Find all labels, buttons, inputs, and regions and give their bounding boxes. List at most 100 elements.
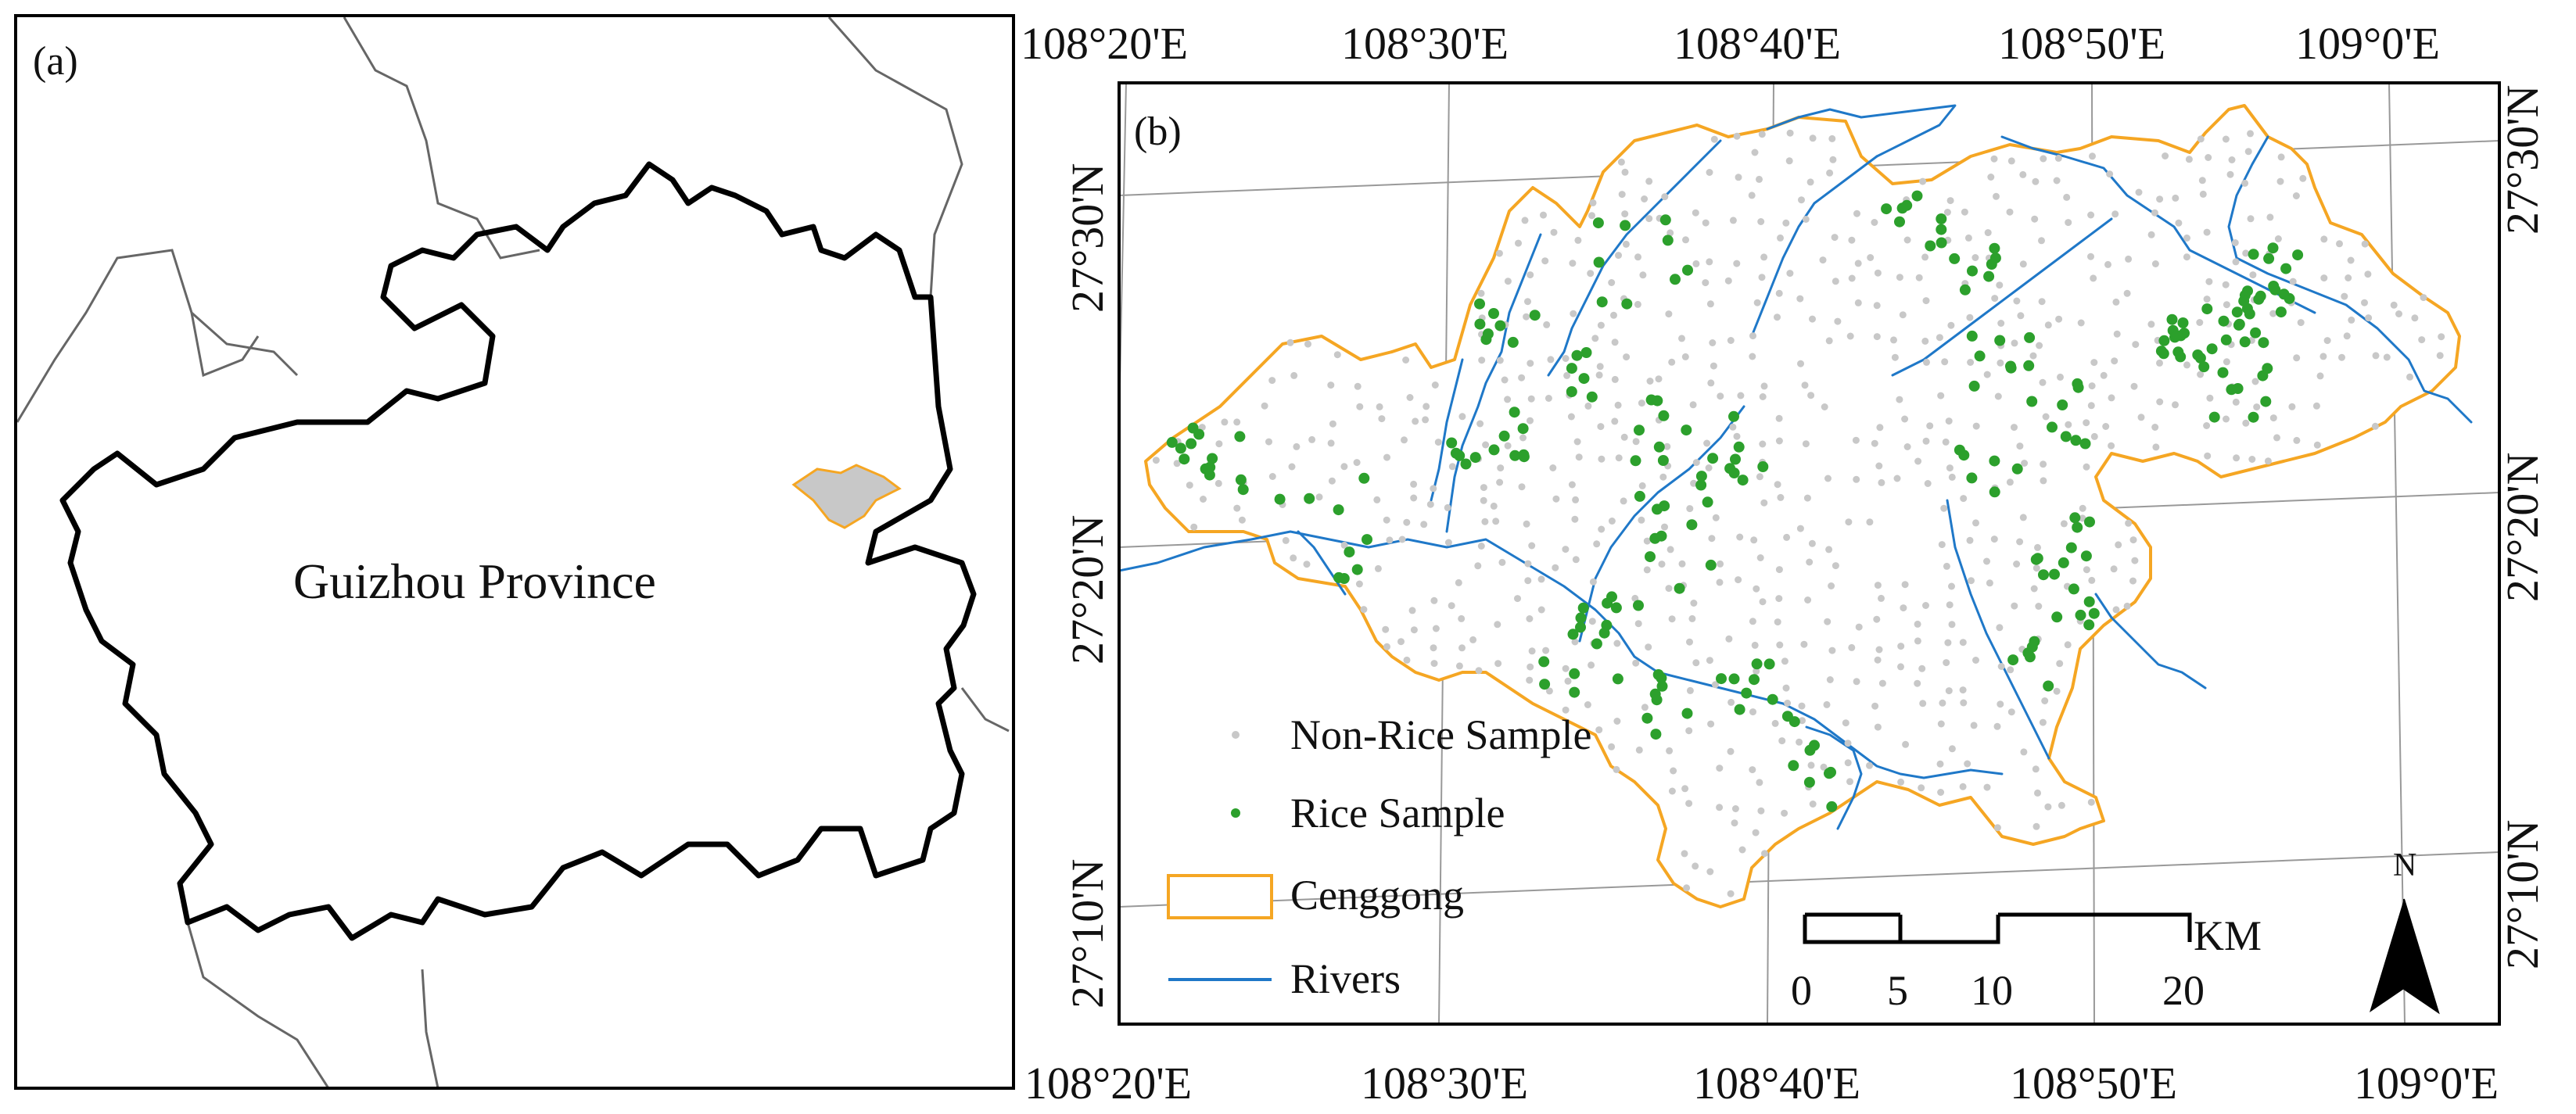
- non-rice-sample: [1803, 494, 1811, 502]
- non-rice-sample: [1834, 317, 1842, 325]
- rice-sample: [1596, 296, 1608, 308]
- non-rice-sample: [2123, 602, 2131, 610]
- non-rice-sample: [1383, 453, 1390, 461]
- non-rice-sample: [1828, 647, 1836, 654]
- non-rice-sample: [2007, 666, 2015, 674]
- non-rice-sample: [1668, 787, 1676, 795]
- non-rice-sample: [1537, 575, 1545, 583]
- non-rice-sample: [1354, 382, 1362, 390]
- non-rice-sample: [1964, 760, 1971, 768]
- non-rice-sample: [1327, 439, 1335, 447]
- rice-sample: [2232, 383, 2244, 394]
- non-rice-sample: [1828, 134, 1836, 142]
- non-rice-sample: [1733, 260, 1741, 267]
- non-rice-sample: [1353, 459, 1361, 467]
- non-rice-sample: [1643, 566, 1651, 574]
- rice-sample: [2250, 327, 2262, 338]
- rice-sample: [1566, 386, 1577, 397]
- non-rice-sample: [1587, 270, 1595, 278]
- rice-sample: [1788, 760, 1799, 772]
- non-rice-sample: [1983, 557, 1990, 565]
- non-rice-sample: [1938, 541, 1946, 549]
- non-rice-sample: [2266, 213, 2274, 221]
- rice-sample: [2231, 306, 2243, 318]
- non-rice-sample: [1617, 158, 1625, 166]
- rice-sample: [1304, 493, 1315, 504]
- rice-sample: [2088, 607, 2100, 619]
- river-north-center: [1750, 155, 1878, 338]
- rice-sample: [1826, 801, 1838, 812]
- non-rice-sample: [1373, 496, 1381, 503]
- non-rice-sample: [1854, 299, 1862, 306]
- non-rice-sample: [2038, 298, 2046, 306]
- non-rice-sample: [2087, 402, 2095, 410]
- non-rice-sample: [2090, 274, 2097, 282]
- non-rice-sample: [1785, 157, 1793, 165]
- non-rice-sample: [2297, 319, 2305, 327]
- non-rice-sample: [1736, 533, 1744, 541]
- rice-sample: [2060, 431, 2072, 442]
- non-rice-sample: [2011, 339, 2018, 347]
- rice-sample: [2280, 263, 2292, 274]
- non-rice-sample: [2040, 155, 2047, 163]
- non-rice-sample: [1233, 504, 1241, 512]
- non-rice-sample: [1665, 585, 1673, 593]
- rice-sample: [2166, 313, 2178, 325]
- non-rice-sample: [2365, 314, 2373, 322]
- non-rice-sample: [1996, 624, 2004, 632]
- non-rice-sample: [1848, 274, 1856, 282]
- non-rice-sample: [1993, 722, 2001, 730]
- non-rice-sample: [2065, 421, 2072, 428]
- non-rice-sample: [1685, 800, 1693, 808]
- rice-sample: [1741, 687, 1753, 699]
- non-rice-sample: [2253, 403, 2261, 411]
- non-rice-sample: [1543, 321, 1551, 328]
- scale-tick-10: 10: [1971, 967, 2013, 1014]
- rice-sample: [1989, 486, 2000, 498]
- non-rice-sample: [1825, 337, 1833, 345]
- non-rice-sample: [1567, 413, 1575, 421]
- non-rice-sample: [1518, 483, 1526, 491]
- non-rice-sample: [1902, 740, 1910, 748]
- rice-sample: [1274, 493, 1286, 505]
- non-rice-sample: [1926, 422, 1934, 430]
- non-rice-sample: [2204, 452, 2212, 460]
- rice-sample: [1716, 673, 1727, 685]
- rice-samples: [1166, 190, 2304, 812]
- non-rice-sample: [2151, 260, 2159, 267]
- rice-sample: [1474, 318, 1486, 330]
- non-rice-sample: [1668, 358, 1676, 366]
- non-rice-sample: [1757, 218, 1765, 225]
- rice-sample: [1602, 597, 1613, 609]
- non-rice-sample: [1426, 500, 1434, 508]
- non-rice-sample: [1901, 581, 1909, 589]
- neighbor-boundary-east: [960, 687, 1010, 733]
- non-rice-sample: [2323, 337, 2331, 345]
- non-rice-sample: [1848, 236, 1856, 244]
- non-rice-sample: [1866, 518, 1874, 526]
- non-rice-sample: [1327, 381, 1335, 389]
- non-rice-sample: [1852, 436, 1860, 444]
- non-rice-sample: [1781, 809, 1788, 817]
- non-rice-sample: [2411, 314, 2419, 322]
- non-rice-sample: [1293, 442, 1301, 450]
- non-rice-sample: [1782, 219, 1790, 227]
- non-rice-sample: [1596, 363, 1604, 371]
- non-rice-sample: [2132, 341, 2140, 349]
- non-rice-sample: [1615, 454, 1623, 462]
- non-rice-sample: [2175, 219, 2183, 227]
- non-rice-sample: [1494, 660, 1502, 668]
- non-rice-sample: [1562, 706, 1570, 714]
- non-rice-sample: [2203, 296, 2211, 303]
- non-rice-sample: [2087, 798, 2095, 806]
- non-rice-sample: [1876, 424, 1884, 432]
- non-rice-sample: [2197, 371, 2205, 378]
- non-rice-sample: [1563, 371, 1571, 379]
- rice-sample: [1686, 519, 1698, 531]
- non-rice-sample: [1552, 564, 1559, 571]
- non-rice-sample: [1315, 493, 1323, 501]
- non-rice-sample: [2111, 357, 2119, 365]
- lat-label-left-2: 27°20'N: [1062, 514, 1113, 664]
- non-rice-sample: [1200, 496, 1207, 503]
- non-rice-sample: [1737, 392, 1745, 399]
